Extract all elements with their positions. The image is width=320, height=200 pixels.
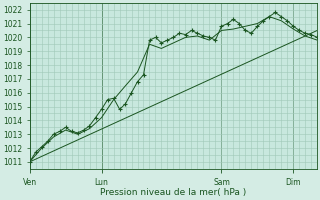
X-axis label: Pression niveau de la mer( hPa ): Pression niveau de la mer( hPa ): [100, 188, 247, 197]
